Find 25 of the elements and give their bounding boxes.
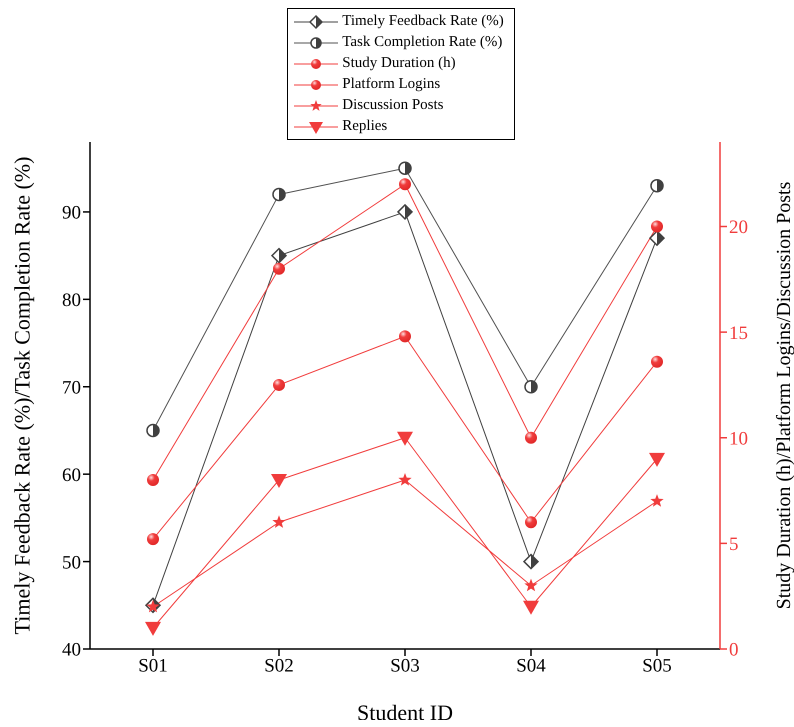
x-tick-label: S03: [390, 655, 420, 676]
y2-tick-label: 20: [729, 217, 748, 238]
x-tick-label: S05: [642, 655, 672, 676]
y2-tick-label: 10: [729, 428, 748, 450]
y2-tick-label: 15: [729, 322, 748, 344]
legend-label: Study Duration (h): [342, 55, 456, 72]
y-tick-label: 60: [62, 464, 81, 486]
y2-tick-label: 5: [729, 534, 738, 556]
legend-label: Task Completion Rate (%): [342, 34, 502, 51]
y2-axis-title: Study Duration (h)/Platform Logins/Discussion Posts: [773, 181, 794, 610]
y-tick-label: 70: [62, 378, 81, 399]
legend-label: Discussion Posts: [342, 97, 444, 114]
y-tick-label: 90: [62, 202, 81, 224]
x-tick-label: S01: [138, 655, 168, 676]
y-tick-label: 50: [62, 552, 81, 574]
x-tick-label: S02: [264, 655, 294, 676]
legend-label: Platform Logins: [342, 76, 440, 93]
x-axis-title: Student ID: [357, 700, 453, 725]
y-tick-label: 80: [62, 290, 81, 312]
legend-label: Replies: [342, 118, 388, 135]
y-axis-title: Timely Feedback Rate (%)/Task Completion Rate (%): [10, 156, 34, 634]
legend-label: Timely Feedback Rate (%): [342, 13, 504, 30]
y2-tick-label: 0: [729, 640, 738, 661]
x-tick-label: S04: [516, 655, 546, 676]
y-tick-label: 40: [62, 640, 81, 661]
